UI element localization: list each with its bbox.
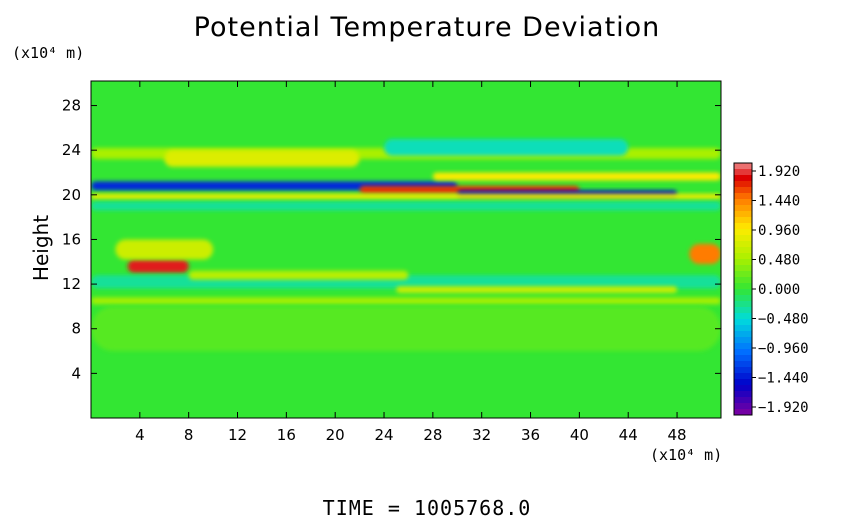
x-tick-label: 36 xyxy=(521,426,540,444)
y-axis-unit-label: (x10⁴ m) xyxy=(12,44,85,62)
colorbar-segment xyxy=(734,331,752,338)
colorbar-segment xyxy=(734,187,752,194)
colorbar-label: 1.440 xyxy=(758,194,800,210)
y-tick-label: 20 xyxy=(62,186,81,204)
colorbar-label: −1.920 xyxy=(758,400,809,416)
y-tick-label: 12 xyxy=(62,275,81,293)
y-tick-label: 28 xyxy=(62,97,81,115)
x-tick-label: 32 xyxy=(472,426,491,444)
x-tick-label: 12 xyxy=(228,426,247,444)
colorbar-segment xyxy=(734,217,752,224)
colorbar-segment xyxy=(734,253,752,260)
heatmap-feature-7 xyxy=(91,193,721,200)
x-tick-label: 4 xyxy=(135,426,145,444)
colorbar-segment xyxy=(734,337,752,344)
colorbar-label: 0.480 xyxy=(758,253,800,269)
colorbar-segment xyxy=(734,289,752,296)
x-tick-label: 8 xyxy=(184,426,194,444)
heatmap-feature-14 xyxy=(396,286,678,294)
heatmap-feature-10 xyxy=(115,239,214,260)
y-tick-label: 4 xyxy=(71,364,81,382)
colorbar-segment xyxy=(734,301,752,308)
colorbar-segment xyxy=(734,349,752,356)
x-tick-label: 28 xyxy=(423,426,442,444)
colorbar-segment xyxy=(734,271,752,278)
x-axis-unit-label: (x10⁴ m) xyxy=(650,446,723,464)
heatmap-features xyxy=(91,139,721,352)
colorbar-label: −0.960 xyxy=(758,341,809,357)
colorbar-label: 0.000 xyxy=(758,282,800,298)
colorbar-label: 1.920 xyxy=(758,164,800,180)
heatmap-feature-9 xyxy=(127,259,189,273)
colorbar-label: −0.480 xyxy=(758,312,809,328)
heatmap-feature-1 xyxy=(164,150,360,167)
colorbar-segment xyxy=(734,259,752,266)
colorbar-segment xyxy=(734,319,752,326)
heatmap-feature-4 xyxy=(432,172,721,181)
colorbar-labels: 1.920 1.440 0.960 0.480 0.000 −0.480 −0.960 −1.… xyxy=(752,164,809,416)
colorbar-segment xyxy=(734,175,752,182)
heatmap-feature-11 xyxy=(689,243,721,265)
y-tick-label: 16 xyxy=(62,230,81,248)
colorbar-label: 0.960 xyxy=(758,223,800,239)
colorbar-segment xyxy=(734,409,752,416)
colorbar-segment xyxy=(734,325,752,332)
x-tick-label: 44 xyxy=(619,426,638,444)
colorbar-segment xyxy=(734,367,752,374)
colorbar-segment xyxy=(734,313,752,320)
colorbar-segment xyxy=(734,211,752,218)
colorbar-segment xyxy=(734,379,752,386)
heatmap-feature-8 xyxy=(91,201,721,211)
colorbar-segment xyxy=(734,385,752,392)
colorbar-segment xyxy=(734,205,752,212)
colorbar-segment xyxy=(734,199,752,206)
colorbar-segment xyxy=(734,247,752,254)
time-footer: TIME = 1005768.0 xyxy=(322,496,532,520)
colorbar-segment xyxy=(734,163,752,170)
heatmap-feature-15 xyxy=(91,297,721,305)
heatmap-feature-2 xyxy=(384,139,629,156)
colorbar-segment xyxy=(734,193,752,200)
x-axis-ticks: 4 8 12 16 20 24 28 32 36 40 44 48 xyxy=(135,81,687,444)
colorbar-segment xyxy=(734,403,752,410)
colorbar-segment xyxy=(734,307,752,314)
chart-title: Potential Temperature Deviation xyxy=(193,12,661,43)
colorbar-segment xyxy=(734,373,752,380)
x-tick-label: 40 xyxy=(570,426,589,444)
colorbar-segment xyxy=(734,265,752,272)
x-tick-label: 16 xyxy=(277,426,296,444)
colorbar-segment xyxy=(734,295,752,302)
plot-frame xyxy=(90,80,722,419)
y-axis-ticks: 4 8 12 16 20 24 28 xyxy=(62,97,721,382)
x-tick-label: 48 xyxy=(667,426,686,444)
colorbar-segment xyxy=(734,283,752,290)
colorbar-segment xyxy=(734,343,752,350)
colorbar-segment xyxy=(734,355,752,362)
y-tick-label: 24 xyxy=(62,141,81,159)
heatmap-feature-16 xyxy=(91,306,721,352)
y-tick-label: 8 xyxy=(71,320,81,338)
colorbar-segment xyxy=(734,241,752,248)
colorbar-segment xyxy=(734,391,752,398)
heatmap-feature-13 xyxy=(188,270,409,280)
x-tick-label: 20 xyxy=(326,426,345,444)
colorbar-segment xyxy=(734,223,752,230)
colorbar-segment xyxy=(734,229,752,236)
colorbar-segment xyxy=(734,169,752,176)
colorbar-label: −1.440 xyxy=(758,371,809,387)
colorbar-segment xyxy=(734,361,752,368)
x-tick-label: 24 xyxy=(374,426,393,444)
colorbar-segment xyxy=(734,181,752,188)
colorbar xyxy=(733,162,753,416)
colorbar-segment xyxy=(734,277,752,284)
colorbar-segment xyxy=(734,235,752,242)
colorbar-segment xyxy=(734,397,752,404)
